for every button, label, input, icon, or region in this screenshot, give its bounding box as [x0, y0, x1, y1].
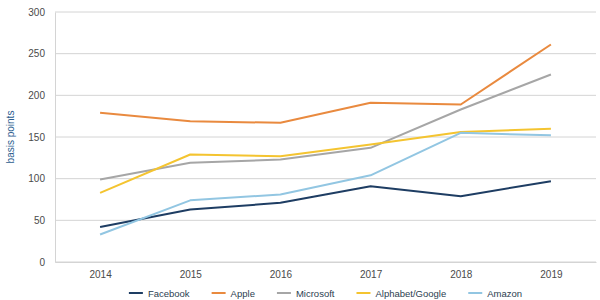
legend-swatch: [356, 292, 370, 294]
legend-swatch: [129, 292, 143, 294]
chart: 0501001502002503002014201520162017201820…: [0, 0, 600, 300]
x-axis: 2014 2015 2016 2017 2018 2019: [56, 262, 597, 280]
y-tick: 200: [28, 90, 55, 101]
x-tick-label: 2015: [180, 269, 203, 280]
x-tick: 2015: [180, 262, 203, 280]
y-tick: 50: [34, 215, 55, 226]
x-tick-label: 2019: [540, 269, 563, 280]
legend-label: Amazon: [487, 288, 522, 299]
legend-item: Alphabet/Google: [356, 288, 446, 299]
x-tick: 2018: [450, 262, 473, 280]
legend-swatch: [212, 292, 226, 294]
legend-item: Apple: [212, 288, 255, 299]
y-tick-label: 200: [28, 90, 45, 101]
x-tick: 2016: [270, 262, 293, 280]
x-tick-label: 2014: [89, 269, 112, 280]
y-tick-label: 100: [28, 173, 45, 184]
y-tick: 0: [39, 257, 55, 268]
y-tick-label: 0: [39, 257, 45, 268]
legend-item: Amazon: [468, 288, 522, 299]
legend-label: Alphabet/Google: [375, 288, 446, 299]
y-tick: 300: [28, 7, 55, 18]
y-axis: 0 50 100 150 200 250 300: [28, 7, 55, 268]
series-line: [100, 133, 551, 235]
series-line: [100, 129, 551, 193]
legend-label: Apple: [231, 288, 255, 299]
y-tick: 100: [28, 173, 55, 184]
y-tick: 250: [28, 48, 55, 59]
legend: Facebook Apple Microsoft Alphabet/Google Ama…: [129, 288, 522, 299]
x-tick: 2017: [360, 262, 383, 280]
x-axis-line: [56, 262, 597, 263]
x-tick: 2019: [540, 262, 563, 280]
grid-line: [55, 95, 596, 96]
x-tick-label: 2017: [360, 269, 383, 280]
legend-label: Microsoft: [296, 288, 335, 299]
grid-line: [55, 137, 596, 138]
y-tick-label: 300: [28, 7, 45, 18]
y-axis-title: basis points: [5, 111, 16, 164]
legend-item: Microsoft: [277, 288, 335, 299]
legend-label: Facebook: [148, 288, 190, 299]
legend-swatch: [277, 292, 291, 294]
y-tick: 150: [28, 132, 55, 143]
series-line: [100, 45, 551, 123]
y-tick-label: 150: [28, 132, 45, 143]
y-tick-label: 250: [28, 48, 45, 59]
legend-swatch: [468, 292, 482, 294]
grid-line: [55, 262, 596, 263]
series-group: [100, 45, 551, 235]
grid-line: [55, 12, 596, 13]
x-tick-label: 2016: [270, 269, 293, 280]
series-line: [100, 181, 551, 227]
y-tick-label: 50: [34, 215, 46, 226]
grid: [55, 12, 596, 262]
y-axis-line: [55, 13, 56, 263]
legend-item: Facebook: [129, 288, 190, 299]
x-tick: 2014: [89, 262, 112, 280]
plot-area: 0501001502002503002014201520162017201820…: [28, 7, 596, 280]
grid-line: [55, 53, 596, 54]
x-tick-label: 2018: [450, 269, 473, 280]
